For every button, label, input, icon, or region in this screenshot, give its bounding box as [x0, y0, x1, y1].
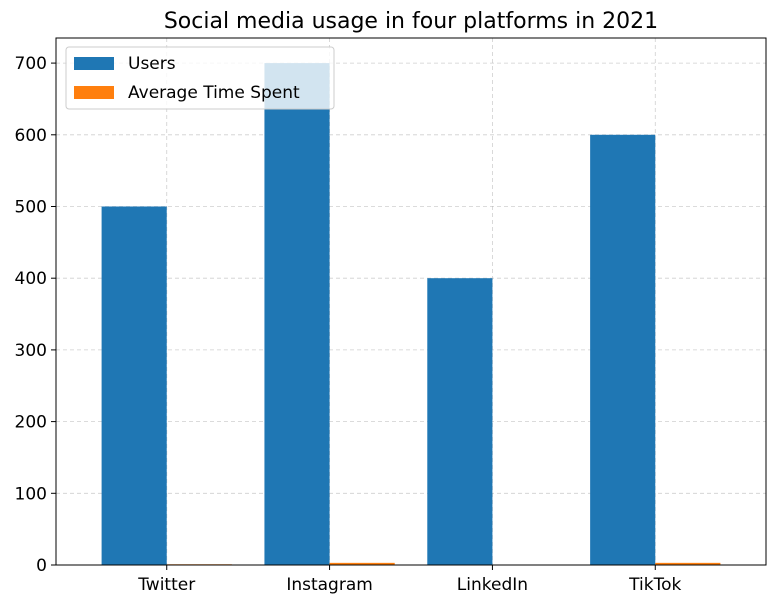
x-tick-label: TikTok — [628, 575, 681, 595]
x-tick-label: Instagram — [286, 575, 373, 595]
x-axis: Twitter Instagram LinkedIn TikTok — [137, 565, 682, 595]
bar-users-tiktok — [590, 134, 656, 566]
y-tick-label: 400 — [15, 269, 47, 289]
x-tick-label: Twitter — [137, 575, 195, 595]
plot-area-frame — [55, 37, 767, 566]
y-tick-label: 100 — [15, 484, 47, 504]
legend-label: Average Time Spent — [128, 83, 300, 103]
chart-title: Social media usage in four platforms in … — [164, 9, 658, 34]
y-tick-label: 0 — [36, 556, 47, 576]
x-tick-label: LinkedIn — [457, 575, 528, 595]
bar-average-time-spent-instagram — [329, 562, 395, 565]
bar-average-time-spent-tiktok — [655, 562, 721, 565]
legend-swatch — [74, 57, 114, 70]
legend-label: Users — [128, 54, 176, 74]
y-axis: 0 100 200 300 400 500 600 700 — [15, 54, 56, 576]
y-tick-label: 700 — [15, 54, 47, 74]
y-tick-label: 200 — [15, 413, 47, 433]
y-tick-label: 300 — [15, 341, 47, 361]
y-tick-label: 600 — [15, 126, 47, 146]
bar-users-linkedin — [427, 278, 493, 565]
legend: Users Average Time Spent — [65, 46, 335, 110]
y-tick-label: 500 — [15, 197, 47, 217]
legend-swatch — [74, 86, 114, 99]
bar-users-instagram — [264, 63, 330, 565]
legend-box — [65, 46, 335, 110]
bar-users-twitter — [101, 206, 167, 566]
bars — [101, 63, 721, 566]
